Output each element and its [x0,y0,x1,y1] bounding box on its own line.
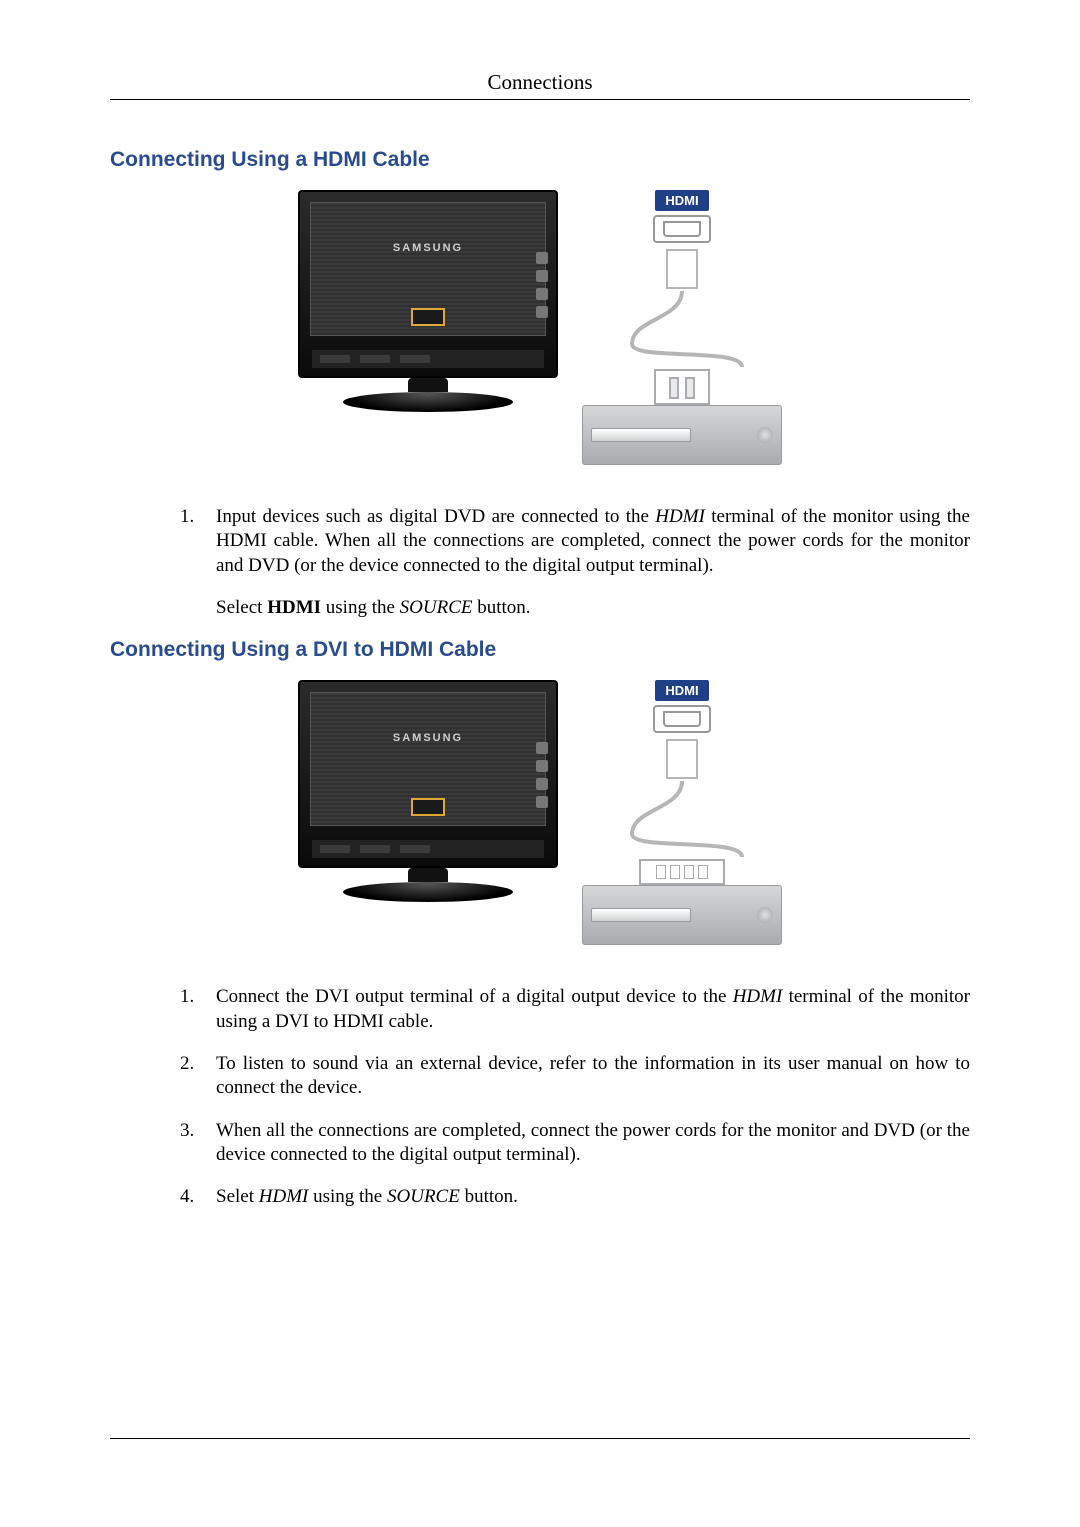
hdmi-label: HDMI [655,190,708,211]
list-number: 1. [180,505,198,620]
list-number: 3. [180,1119,198,1168]
list-item: 2. To listen to sound via an external de… [180,1052,970,1101]
hdmi-port-icon [653,215,711,243]
list-text-extra: Select HDMI using the SOURCE button. [216,596,970,620]
header-label: Connections [488,70,593,94]
monitor-logo: SAMSUNG [393,732,463,744]
list-item: 3. When all the connections are complete… [180,1119,970,1168]
list-number: 2. [180,1052,198,1101]
hdmi-plug-icon [666,739,698,779]
monitor-hdmi-port-icon [411,308,445,326]
section1-figure: SAMSUNG HDMI [110,190,970,465]
list-item: 1. Connect the DVI output terminal of a … [180,985,970,1034]
monitor-hdmi-port-icon [411,798,445,816]
monitor-illustration: SAMSUNG [298,190,558,465]
list-text: When all the connections are completed, … [216,1119,970,1168]
list-text: To listen to sound via an external devic… [216,1052,970,1101]
list-text: Connect the DVI output terminal of a dig… [216,985,970,1034]
section2-heading: Connecting Using a DVI to HDMI Cable [110,638,970,662]
hdmi-device-plug-icon [654,369,710,405]
cable-icon [592,289,772,369]
section1-list: 1. Input devices such as digital DVD are… [110,505,970,620]
cable-icon [592,779,772,859]
monitor-illustration: SAMSUNG [298,680,558,945]
section2-list: 1. Connect the DVI output terminal of a … [110,985,970,1209]
dvi-plug-icon [639,859,725,885]
page-header: Connections [110,70,970,100]
list-item: 4. Selet HDMI using the SOURCE button. [180,1185,970,1209]
section1-heading: Connecting Using a HDMI Cable [110,148,970,172]
list-text: Input devices such as digital DVD are co… [216,505,970,578]
hdmi-port-icon [653,705,711,733]
list-text: Selet HDMI using the SOURCE button. [216,1185,970,1209]
list-number: 1. [180,985,198,1034]
dvi-hdmi-connection-diagram: HDMI [582,680,782,945]
section2-figure: SAMSUNG HDMI [110,680,970,945]
monitor-logo: SAMSUNG [393,242,463,254]
footer-rule [110,1438,970,1439]
hdmi-plug-icon [666,249,698,289]
hdmi-connection-diagram: HDMI [582,190,782,465]
dvd-player-icon [582,405,782,465]
hdmi-label: HDMI [655,680,708,701]
dvd-player-icon [582,885,782,945]
list-number: 4. [180,1185,198,1209]
list-item: 1. Input devices such as digital DVD are… [180,505,970,620]
